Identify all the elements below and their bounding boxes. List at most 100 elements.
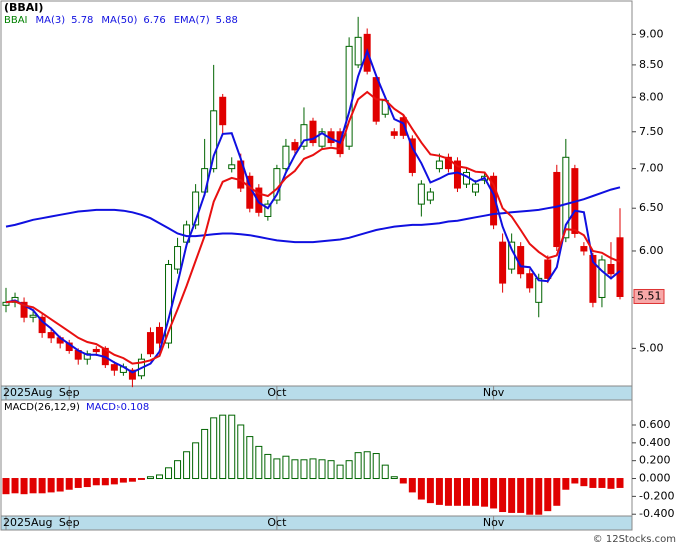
candle-body (562, 156, 570, 239)
macd-bar (435, 478, 443, 505)
macd-bar (616, 478, 624, 488)
legend-name: MA(50) (101, 15, 137, 26)
macd-bar (390, 476, 398, 480)
y-tick-label: 7.50 (639, 125, 664, 138)
candle-body (92, 348, 100, 353)
macd-bar (119, 478, 127, 483)
macd-bar (481, 478, 489, 507)
candle-body (29, 314, 37, 318)
legend-name: EMA(7) (174, 15, 210, 26)
macd-bar (399, 478, 407, 484)
candle-body (535, 277, 543, 303)
candle-body (490, 175, 498, 226)
candle-body (345, 45, 353, 147)
macd-bar (282, 455, 290, 480)
candle-body (309, 120, 317, 144)
macd-bar (589, 478, 597, 488)
candle-body (174, 246, 182, 270)
macd-bar (453, 478, 461, 506)
chart-title: (BBAI) (4, 1, 43, 14)
ma-line (5, 186, 621, 244)
x-tick-label: Nov (483, 516, 505, 529)
macd-bar (426, 478, 434, 504)
x-tick-label: Oct (267, 386, 287, 399)
candle-body (110, 364, 118, 371)
last-price-box (633, 288, 665, 304)
macd-bar (219, 414, 227, 480)
candle-body (219, 96, 227, 126)
macd-bar (146, 476, 154, 480)
legend-name: MA(3) (36, 15, 66, 26)
candle-body (255, 187, 263, 213)
macd-bar (336, 464, 344, 480)
macd-bar (526, 478, 534, 515)
y-tick-label: 7.00 (639, 162, 664, 175)
macd-bar (562, 478, 570, 490)
macd-bar (463, 478, 470, 506)
y-tick-label: -0.400 (639, 507, 674, 520)
macd-bar (472, 478, 480, 506)
macd-bar (92, 478, 100, 486)
macd-bar (327, 460, 335, 480)
candle-body (128, 369, 136, 380)
y-tick-label: 0.600 (639, 418, 671, 431)
macd-bar (544, 478, 552, 512)
macd-bar (201, 428, 209, 480)
candle-body (472, 183, 480, 193)
legend-symbol: BBAI (4, 15, 28, 26)
macd-bar (210, 417, 218, 480)
macd-bar (74, 478, 82, 488)
ma-line (5, 90, 621, 365)
candle-body (192, 191, 200, 226)
y-tick-label: 6.00 (639, 244, 664, 257)
macd-bar (444, 478, 452, 506)
macd-bar (508, 478, 516, 513)
macd-bar (372, 453, 380, 480)
macd-bar (20, 478, 28, 495)
legend-value: 6.76 (143, 15, 165, 26)
macd-bar (137, 478, 145, 480)
macd-bar (255, 445, 263, 480)
candle-body (580, 246, 588, 252)
candle-body (444, 156, 452, 170)
macd-bar (607, 478, 615, 489)
candle-body (417, 183, 425, 205)
price-panel (0, 0, 633, 387)
macd-value: -0.108 (117, 402, 149, 413)
macd-bar (417, 478, 425, 500)
ma-line (5, 48, 621, 374)
y-tick-label: 0.200 (639, 454, 671, 467)
macd-bar (535, 478, 543, 515)
candle-body (589, 254, 597, 303)
macd-bar (128, 478, 136, 482)
x-tick-label: Sep (59, 516, 80, 529)
y-tick-label: -0.200 (639, 489, 674, 502)
macd-bar (2, 478, 10, 495)
macd-bar (291, 459, 299, 480)
x-tick-label: 2025Aug (3, 386, 52, 399)
candle-body (300, 124, 308, 147)
y-tick-label: 6.50 (639, 201, 664, 214)
macd-bar (192, 442, 200, 480)
macd-bar (237, 424, 245, 480)
macd-bar (408, 478, 416, 493)
candle-body (156, 326, 163, 344)
candle-body (598, 259, 606, 298)
y-tick-label: 0.400 (639, 436, 671, 449)
macd-bar (264, 453, 272, 480)
macd-bar (273, 458, 281, 480)
date-bar (0, 385, 633, 401)
macd-bar (228, 414, 236, 480)
macd-bar (174, 460, 182, 480)
candle-body (354, 36, 362, 66)
candle-body (499, 241, 507, 284)
candle-body (399, 117, 407, 136)
macd-bar (580, 478, 588, 487)
macd-bar (381, 464, 389, 480)
macd-bar (598, 478, 606, 488)
candle-body (282, 145, 290, 170)
candle-body (435, 160, 443, 170)
macd-bar (345, 460, 353, 480)
candle-body (318, 131, 326, 147)
macd-bar (517, 478, 525, 513)
